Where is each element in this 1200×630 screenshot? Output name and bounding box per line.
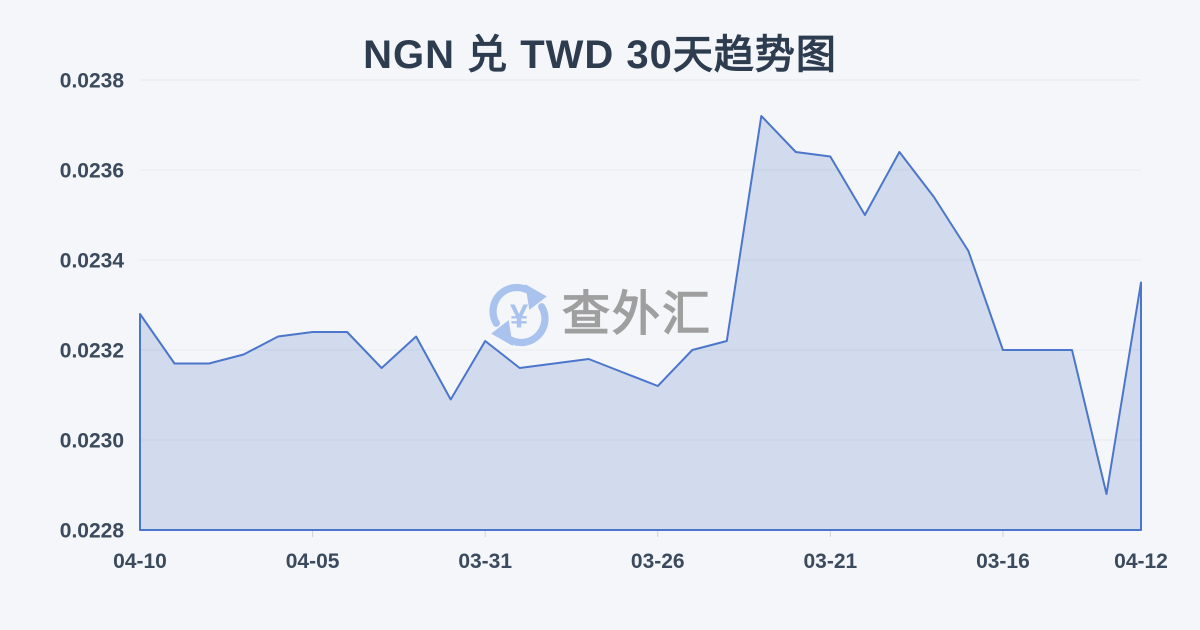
x-axis-label: 03-31: [458, 550, 512, 573]
watermark: ¥ 查外汇: [486, 282, 712, 348]
watermark-text: 查外汇: [562, 288, 713, 341]
y-axis-label: 0.0234: [60, 249, 125, 272]
exchange-arrowhead-left: [491, 320, 513, 346]
x-axis-label: 04-12: [1114, 550, 1168, 573]
yuan-symbol: ¥: [510, 298, 529, 335]
chart-title: NGN 兑 TWD 30天趋势图: [363, 33, 837, 77]
area-series: [139, 115, 1142, 531]
y-axis-label: 0.0228: [60, 519, 125, 542]
currency-exchange-circular-arrows-icon: ¥: [489, 283, 549, 347]
x-axis-label: 03-26: [631, 550, 685, 573]
x-axis-label: 03-16: [976, 550, 1030, 573]
y-axis-label: 0.0236: [60, 159, 124, 182]
y-axis-label: 0.0230: [60, 429, 124, 452]
exchange-arrowhead-right: [525, 284, 547, 310]
x-axis-label: 03-21: [803, 550, 857, 573]
x-axis-label: 04-05: [286, 550, 340, 573]
y-axis-label: 0.0232: [60, 339, 124, 362]
y-axis-label: 0.0238: [60, 69, 125, 92]
x-axis-label: 04-10: [113, 550, 167, 573]
